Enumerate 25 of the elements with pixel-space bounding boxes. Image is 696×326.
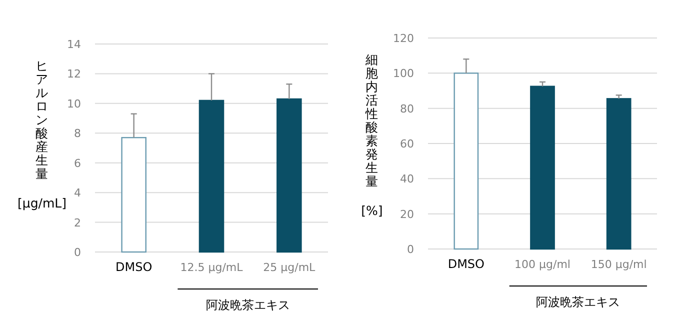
text: ヒアルロン酸産生量 [μg/mL] <box>18 58 66 210</box>
y-tick-label: 80 <box>400 102 414 116</box>
x-tick-label: DMSO <box>448 257 484 271</box>
y-tick-label: 60 <box>400 138 414 150</box>
y-tick-label: 8 <box>74 127 81 140</box>
x-tick-label: 25 μg/mL <box>263 261 316 274</box>
text: 阿波晩茶エキス <box>206 298 290 312</box>
text: 阿波晩茶エキス <box>536 295 620 309</box>
y-tick-label: 14 <box>67 38 81 51</box>
y-tick-label: 40 <box>400 172 414 186</box>
y-tick-label: 2 <box>74 216 81 230</box>
y-tick-label: 100 <box>393 67 414 80</box>
y-tick-label: 10 <box>67 97 81 110</box>
y-tick-label: 0 <box>407 243 414 256</box>
x-tick-label: 150 μg/ml <box>590 258 647 271</box>
y-tick-label: 6 <box>74 156 81 170</box>
y-tick-label: 20 <box>400 208 414 221</box>
y-tick-label: 0 <box>74 246 81 259</box>
x-tick-label: DMSO <box>116 260 152 274</box>
y-tick-label: 12 <box>67 68 81 81</box>
text: 細胞内活性酸素発生量 [%] <box>361 52 383 218</box>
x-tick-label: 100 μg/ml <box>514 258 570 271</box>
y-tick-label: 4 <box>74 186 81 200</box>
y-tick-label: 120 <box>393 32 414 45</box>
x-tick-label: 12.5 μg/mL <box>180 261 244 274</box>
